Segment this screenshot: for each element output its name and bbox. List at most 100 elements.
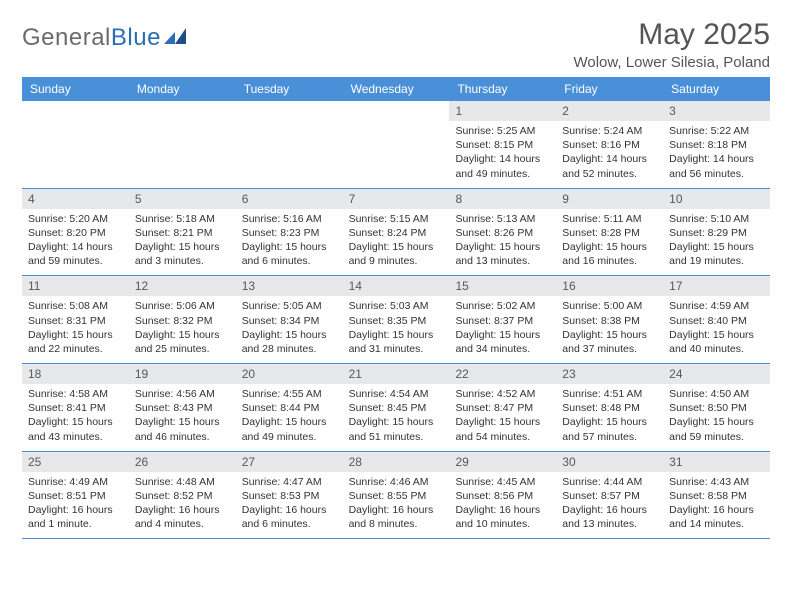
daylight-text: Daylight: 15 hours and 51 minutes. [349, 415, 444, 443]
day-body: Sunrise: 5:11 AMSunset: 8:28 PMDaylight:… [556, 209, 663, 272]
day-cell: . [343, 101, 450, 189]
day-number: 4 [22, 189, 129, 209]
daylight-text: Daylight: 15 hours and 13 minutes. [455, 240, 550, 268]
daylight-text: Daylight: 15 hours and 19 minutes. [669, 240, 764, 268]
day-cell: 7Sunrise: 5:15 AMSunset: 8:24 PMDaylight… [343, 189, 450, 277]
sunset-text: Sunset: 8:28 PM [562, 226, 657, 240]
sunrise-text: Sunrise: 4:50 AM [669, 387, 764, 401]
day-number: 6 [236, 189, 343, 209]
daylight-text: Daylight: 15 hours and 34 minutes. [455, 328, 550, 356]
day-body: Sunrise: 5:00 AMSunset: 8:38 PMDaylight:… [556, 296, 663, 359]
day-body: Sunrise: 4:59 AMSunset: 8:40 PMDaylight:… [663, 296, 770, 359]
day-cell: 17Sunrise: 4:59 AMSunset: 8:40 PMDayligh… [663, 276, 770, 364]
sunset-text: Sunset: 8:53 PM [242, 489, 337, 503]
week-row: ....1Sunrise: 5:25 AMSunset: 8:15 PMDayl… [22, 101, 770, 189]
location-text: Wolow, Lower Silesia, Poland [574, 54, 771, 71]
day-number: 25 [22, 452, 129, 472]
sunrise-text: Sunrise: 5:15 AM [349, 212, 444, 226]
day-body: Sunrise: 4:56 AMSunset: 8:43 PMDaylight:… [129, 384, 236, 447]
day-number: 3 [663, 101, 770, 121]
day-body: Sunrise: 5:06 AMSunset: 8:32 PMDaylight:… [129, 296, 236, 359]
sunset-text: Sunset: 8:40 PM [669, 314, 764, 328]
day-body: Sunrise: 4:46 AMSunset: 8:55 PMDaylight:… [343, 472, 450, 535]
day-number: 15 [449, 276, 556, 296]
day-body: Sunrise: 5:25 AMSunset: 8:15 PMDaylight:… [449, 121, 556, 184]
sunrise-text: Sunrise: 5:20 AM [28, 212, 123, 226]
day-body: Sunrise: 5:10 AMSunset: 8:29 PMDaylight:… [663, 209, 770, 272]
day-body: Sunrise: 4:51 AMSunset: 8:48 PMDaylight:… [556, 384, 663, 447]
sunrise-text: Sunrise: 5:02 AM [455, 299, 550, 313]
day-body [129, 121, 236, 127]
sunrise-text: Sunrise: 4:55 AM [242, 387, 337, 401]
weekday-header-row: Sunday Monday Tuesday Wednesday Thursday… [22, 77, 770, 101]
week-row: 18Sunrise: 4:58 AMSunset: 8:41 PMDayligh… [22, 364, 770, 452]
sunrise-text: Sunrise: 5:13 AM [455, 212, 550, 226]
daylight-text: Daylight: 15 hours and 25 minutes. [135, 328, 230, 356]
sunrise-text: Sunrise: 5:05 AM [242, 299, 337, 313]
day-number: 23 [556, 364, 663, 384]
sunset-text: Sunset: 8:16 PM [562, 138, 657, 152]
sunset-text: Sunset: 8:55 PM [349, 489, 444, 503]
sunset-text: Sunset: 8:44 PM [242, 401, 337, 415]
title-block: May 2025 Wolow, Lower Silesia, Poland [574, 18, 771, 71]
day-number: 11 [22, 276, 129, 296]
day-cell: 31Sunrise: 4:43 AMSunset: 8:58 PMDayligh… [663, 452, 770, 540]
day-cell: 16Sunrise: 5:00 AMSunset: 8:38 PMDayligh… [556, 276, 663, 364]
day-number: 2 [556, 101, 663, 121]
calendar-table: Sunday Monday Tuesday Wednesday Thursday… [22, 77, 770, 539]
sunset-text: Sunset: 8:56 PM [455, 489, 550, 503]
sunset-text: Sunset: 8:47 PM [455, 401, 550, 415]
day-body: Sunrise: 4:49 AMSunset: 8:51 PMDaylight:… [22, 472, 129, 535]
sunrise-text: Sunrise: 4:45 AM [455, 475, 550, 489]
day-body [22, 121, 129, 127]
day-number: 22 [449, 364, 556, 384]
weekday-sunday: Sunday [22, 77, 129, 101]
sunrise-text: Sunrise: 4:58 AM [28, 387, 123, 401]
weekday-tuesday: Tuesday [236, 77, 343, 101]
sunset-text: Sunset: 8:31 PM [28, 314, 123, 328]
daylight-text: Daylight: 16 hours and 14 minutes. [669, 503, 764, 531]
day-body: Sunrise: 5:03 AMSunset: 8:35 PMDaylight:… [343, 296, 450, 359]
daylight-text: Daylight: 16 hours and 8 minutes. [349, 503, 444, 531]
day-body: Sunrise: 5:20 AMSunset: 8:20 PMDaylight:… [22, 209, 129, 272]
day-cell: 21Sunrise: 4:54 AMSunset: 8:45 PMDayligh… [343, 364, 450, 452]
day-body: Sunrise: 4:45 AMSunset: 8:56 PMDaylight:… [449, 472, 556, 535]
sunset-text: Sunset: 8:26 PM [455, 226, 550, 240]
sunrise-text: Sunrise: 5:08 AM [28, 299, 123, 313]
day-cell: 14Sunrise: 5:03 AMSunset: 8:35 PMDayligh… [343, 276, 450, 364]
sunrise-text: Sunrise: 5:06 AM [135, 299, 230, 313]
day-number: 9 [556, 189, 663, 209]
day-cell: 9Sunrise: 5:11 AMSunset: 8:28 PMDaylight… [556, 189, 663, 277]
sunrise-text: Sunrise: 5:00 AM [562, 299, 657, 313]
day-body: Sunrise: 4:50 AMSunset: 8:50 PMDaylight:… [663, 384, 770, 447]
day-cell: 3Sunrise: 5:22 AMSunset: 8:18 PMDaylight… [663, 101, 770, 189]
daylight-text: Daylight: 15 hours and 43 minutes. [28, 415, 123, 443]
day-body: Sunrise: 4:43 AMSunset: 8:58 PMDaylight:… [663, 472, 770, 535]
daylight-text: Daylight: 15 hours and 46 minutes. [135, 415, 230, 443]
day-body [236, 121, 343, 127]
sunset-text: Sunset: 8:58 PM [669, 489, 764, 503]
day-cell: 1Sunrise: 5:25 AMSunset: 8:15 PMDaylight… [449, 101, 556, 189]
weekday-saturday: Saturday [663, 77, 770, 101]
header: GeneralBlue May 2025 Wolow, Lower Silesi… [22, 18, 770, 71]
sunset-text: Sunset: 8:21 PM [135, 226, 230, 240]
day-cell: 15Sunrise: 5:02 AMSunset: 8:37 PMDayligh… [449, 276, 556, 364]
sunrise-text: Sunrise: 4:48 AM [135, 475, 230, 489]
day-body: Sunrise: 5:02 AMSunset: 8:37 PMDaylight:… [449, 296, 556, 359]
sunset-text: Sunset: 8:37 PM [455, 314, 550, 328]
weekday-friday: Friday [556, 77, 663, 101]
day-cell: 11Sunrise: 5:08 AMSunset: 8:31 PMDayligh… [22, 276, 129, 364]
logo-text-blue: Blue [111, 24, 161, 52]
daylight-text: Daylight: 15 hours and 22 minutes. [28, 328, 123, 356]
sunrise-text: Sunrise: 4:49 AM [28, 475, 123, 489]
day-number: 12 [129, 276, 236, 296]
day-cell: 18Sunrise: 4:58 AMSunset: 8:41 PMDayligh… [22, 364, 129, 452]
daylight-text: Daylight: 15 hours and 57 minutes. [562, 415, 657, 443]
day-body: Sunrise: 5:08 AMSunset: 8:31 PMDaylight:… [22, 296, 129, 359]
sunset-text: Sunset: 8:38 PM [562, 314, 657, 328]
sunset-text: Sunset: 8:23 PM [242, 226, 337, 240]
sunset-text: Sunset: 8:50 PM [669, 401, 764, 415]
day-body: Sunrise: 5:18 AMSunset: 8:21 PMDaylight:… [129, 209, 236, 272]
sunrise-text: Sunrise: 5:03 AM [349, 299, 444, 313]
day-number: 13 [236, 276, 343, 296]
